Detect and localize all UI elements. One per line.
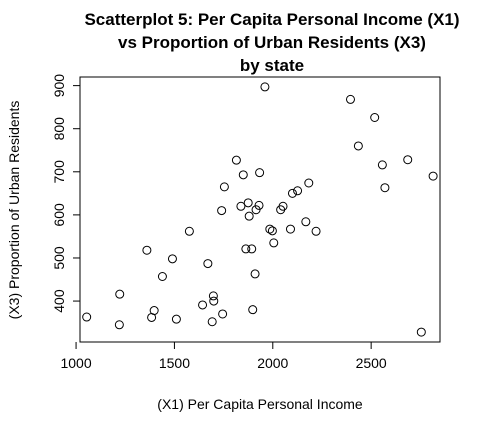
data-point (377, 160, 387, 170)
data-point (243, 198, 253, 208)
x-axis: 1000 1500 2000 2500 (60, 342, 387, 371)
data-point (254, 200, 264, 210)
data-point (403, 155, 413, 165)
chart-title-line-1: Scatterplot 5: Per Capita Personal Incom… (84, 10, 459, 29)
y-tick-label: 800 (51, 117, 67, 141)
data-point (247, 244, 257, 254)
data-point (184, 226, 194, 236)
x-tick-label: 2500 (356, 355, 387, 371)
y-axis: 400 500 600 700 800 900 (51, 74, 80, 313)
data-point (353, 141, 363, 151)
data-point (250, 269, 260, 279)
data-point (217, 206, 227, 216)
data-point (142, 245, 152, 255)
data-point (203, 259, 213, 269)
data-point (301, 217, 311, 227)
data-point (236, 201, 246, 211)
y-tick-label: 400 (51, 289, 67, 313)
data-point (209, 296, 219, 306)
x-tick-label: 2000 (257, 355, 288, 371)
data-point (149, 306, 159, 316)
y-tick-label: 900 (51, 74, 67, 98)
plot-frame (79, 76, 441, 343)
y-axis-label: (X3) Proportion of Urban Residents (6, 101, 22, 320)
data-point (285, 224, 295, 234)
data-point (265, 224, 275, 234)
data-point (171, 314, 181, 324)
x-tick-label: 1500 (159, 355, 190, 371)
data-point (304, 178, 314, 188)
data-point (345, 94, 355, 104)
data-point (255, 168, 265, 178)
data-point (231, 155, 241, 165)
data-point (241, 244, 251, 254)
data-point (219, 182, 229, 192)
data-point (278, 201, 288, 211)
data-point (115, 289, 125, 299)
data-point (370, 113, 380, 123)
data-point (267, 226, 277, 236)
data-point (244, 211, 254, 221)
y-tick-label: 600 (51, 203, 67, 227)
chart-title-line-2: vs Proportion of Urban Residents (X3) (118, 33, 426, 52)
data-point (311, 226, 321, 236)
data-point (208, 291, 218, 301)
x-tick-label: 1000 (60, 355, 91, 371)
chart-title-line-3: by state (240, 56, 304, 75)
data-point (114, 320, 124, 330)
data-point (82, 312, 92, 322)
data-point (198, 300, 208, 310)
data-point (248, 305, 258, 315)
x-axis-label: (X1) Per Capita Personal Income (157, 396, 363, 412)
data-point (380, 183, 390, 193)
data-point (157, 272, 167, 282)
data-point (416, 327, 426, 337)
data-point (293, 186, 303, 196)
data-point (167, 254, 177, 264)
data-point (218, 309, 228, 319)
data-point (269, 238, 279, 248)
data-point (260, 82, 270, 92)
data-point (207, 317, 217, 327)
y-tick-label: 700 (51, 160, 67, 184)
data-point (238, 170, 248, 180)
data-point (287, 188, 297, 198)
data-points (82, 82, 438, 337)
y-tick-label: 500 (51, 246, 67, 270)
data-point (428, 171, 438, 181)
